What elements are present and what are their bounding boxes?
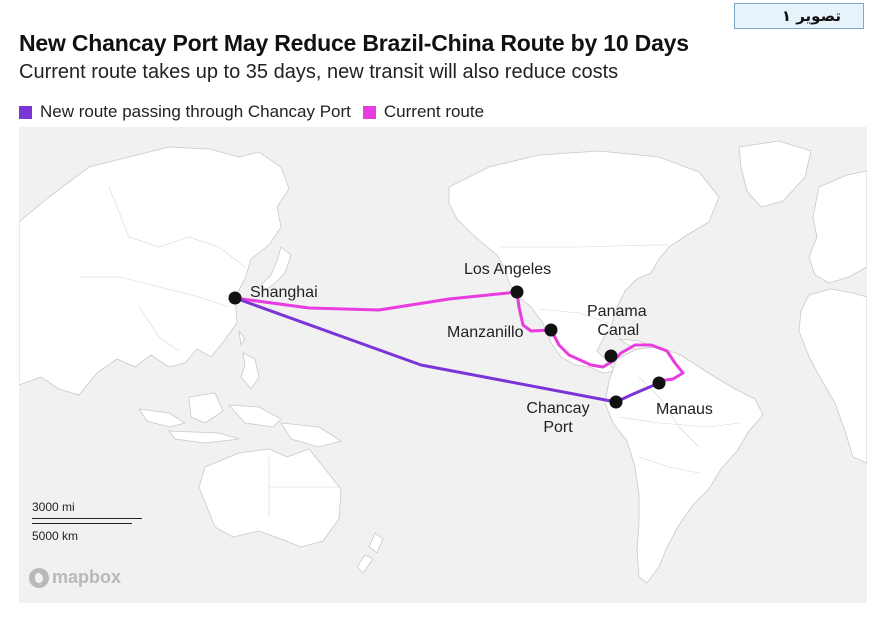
mapbox-attribution[interactable]: mapbox (29, 567, 121, 588)
label-shanghai: Shanghai (250, 284, 318, 301)
label-chancay-line2: Port (543, 419, 573, 436)
land-south-america (604, 346, 764, 584)
land-europe (808, 170, 867, 284)
legend-label-current-route: Current route (383, 102, 485, 121)
label-chancay-line1: Chancay (526, 400, 590, 417)
land-africa (798, 288, 867, 464)
scale-bar-km (32, 523, 132, 524)
marker-manzanillo[interactable] (544, 323, 558, 337)
scale-bar: 3000 mi 5000 km (32, 500, 142, 543)
legend: New route passing through Chancay Port C… (19, 101, 496, 123)
land-north-america (448, 150, 720, 374)
mapbox-text: mapbox (52, 567, 122, 587)
legend-swatch-new-route (19, 105, 32, 119)
marker-manaus[interactable] (652, 376, 666, 390)
label-manaus: Manaus (656, 401, 713, 418)
scale-bar-miles (32, 518, 142, 519)
land-japan (260, 246, 292, 292)
land-philippines (238, 330, 260, 390)
scale-miles: 3000 mi (32, 500, 75, 514)
current-route-line (233, 290, 685, 383)
figure-badge: تصویر ۱ (734, 3, 864, 29)
mapbox-logo-icon (29, 567, 49, 588)
marker-los-angeles[interactable] (510, 285, 524, 299)
label-panama-line2: Canal (597, 322, 640, 339)
page-title: New Chancay Port May Reduce Brazil-China… (19, 30, 689, 56)
label-chancay-port: Chancay Port (518, 399, 598, 437)
scale-km: 5000 km (32, 529, 79, 543)
marker-panama-canal[interactable] (604, 349, 618, 363)
legend-swatch-current-route (362, 105, 376, 119)
marker-shanghai[interactable] (228, 291, 242, 305)
map-canvas (19, 127, 867, 603)
land-greenland (738, 140, 812, 208)
land-new-zealand (356, 532, 384, 574)
legend-item-new-route: New route passing through Chancay Port (19, 102, 351, 122)
label-panama-canal: Panama Canal (587, 302, 647, 340)
legend-label-new-route: New route passing through Chancay Port (40, 102, 351, 121)
land-australia (198, 448, 342, 548)
world-map[interactable]: Shanghai Los Angeles Manzanillo Panama C… (19, 127, 867, 603)
legend-item-current-route: Current route (362, 102, 485, 122)
label-los-angeles: Los Angeles (464, 261, 552, 278)
page-subtitle: Current route takes up to 35 days, new t… (19, 61, 619, 83)
land-indonesia (138, 392, 282, 444)
label-manzanillo: Manzanillo (447, 324, 524, 341)
land-new-guinea (280, 422, 342, 448)
marker-chancay-port[interactable] (609, 395, 623, 409)
label-panama-line1: Panama (587, 303, 647, 320)
